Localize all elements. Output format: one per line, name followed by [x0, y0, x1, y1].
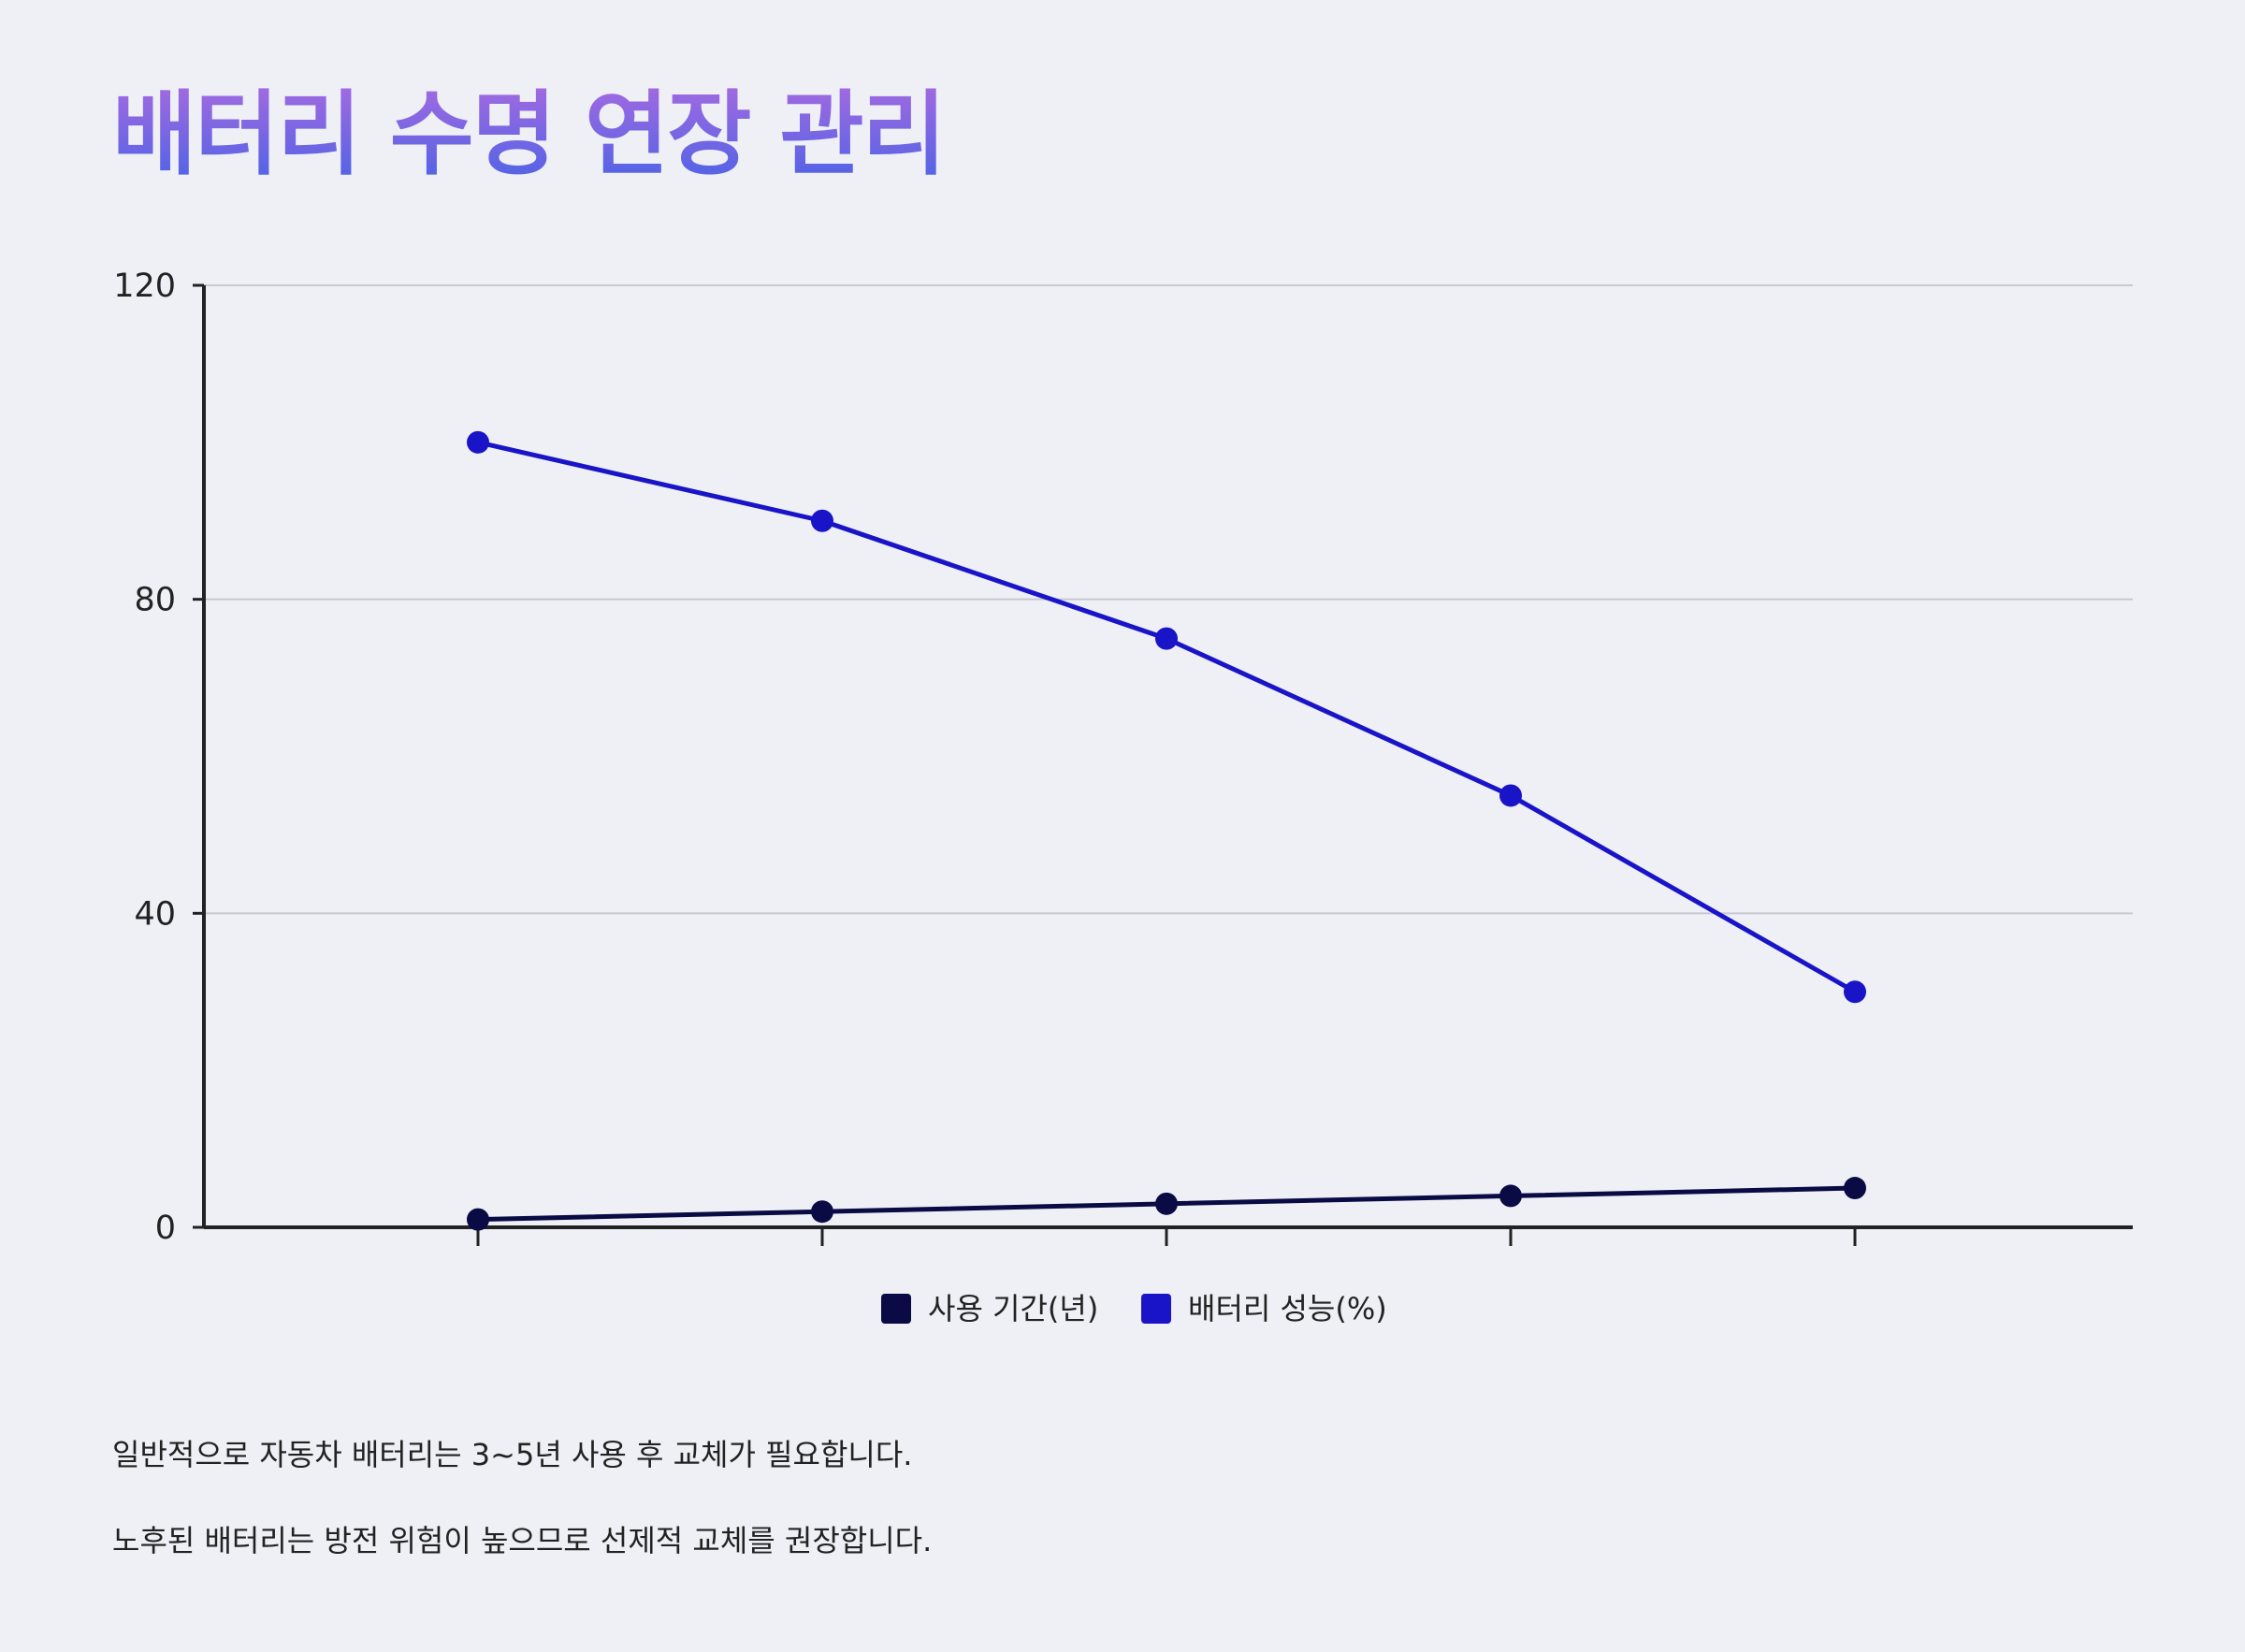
legend-swatch-1: [881, 1294, 911, 1324]
y-tick-label: 0: [155, 1210, 176, 1247]
y-tick-label: 40: [134, 895, 176, 933]
series-1-point: [1155, 1192, 1178, 1215]
chart-legend: 사용 기간(년) 배터리 성능(%): [881, 1291, 1387, 1326]
footnote-1: 일반적으로 자동차 배터리는 3~5년 사용 후 교체가 필요합니다.: [112, 1437, 913, 1472]
grid-lines: [204, 284, 2133, 915]
chart-title: 배터리 수명 연장 관리: [112, 81, 947, 188]
series-2-point: [1155, 627, 1178, 650]
legend-swatch-2: [1141, 1294, 1171, 1324]
chart-axes: 0 40 80 120: [113, 268, 2133, 1247]
series-1-point: [1844, 1177, 1866, 1200]
line-chart: 0 40 80 120 사용 기간(년) 배터리 성능(%): [113, 268, 2133, 1326]
legend-label-2: 배터리 성능(%): [1188, 1291, 1387, 1326]
series-2-point: [1499, 784, 1522, 807]
series-line-2: [477, 440, 1857, 994]
footnote-2: 노후된 배터리는 방전 위험이 높으므로 선제적 교체를 권장합니다.: [112, 1523, 933, 1558]
series-2-point: [811, 509, 833, 532]
y-tick-label: 120: [113, 268, 176, 305]
series-1-point: [1499, 1184, 1522, 1208]
chart-series: [467, 430, 1866, 1231]
y-tick-label: 80: [134, 582, 176, 619]
legend-label-1: 사용 기간(년): [928, 1291, 1098, 1326]
series-1-point: [811, 1200, 833, 1224]
series-2-point: [1844, 980, 1866, 1004]
series-2-point: [467, 430, 489, 454]
series-1-point: [467, 1208, 489, 1231]
